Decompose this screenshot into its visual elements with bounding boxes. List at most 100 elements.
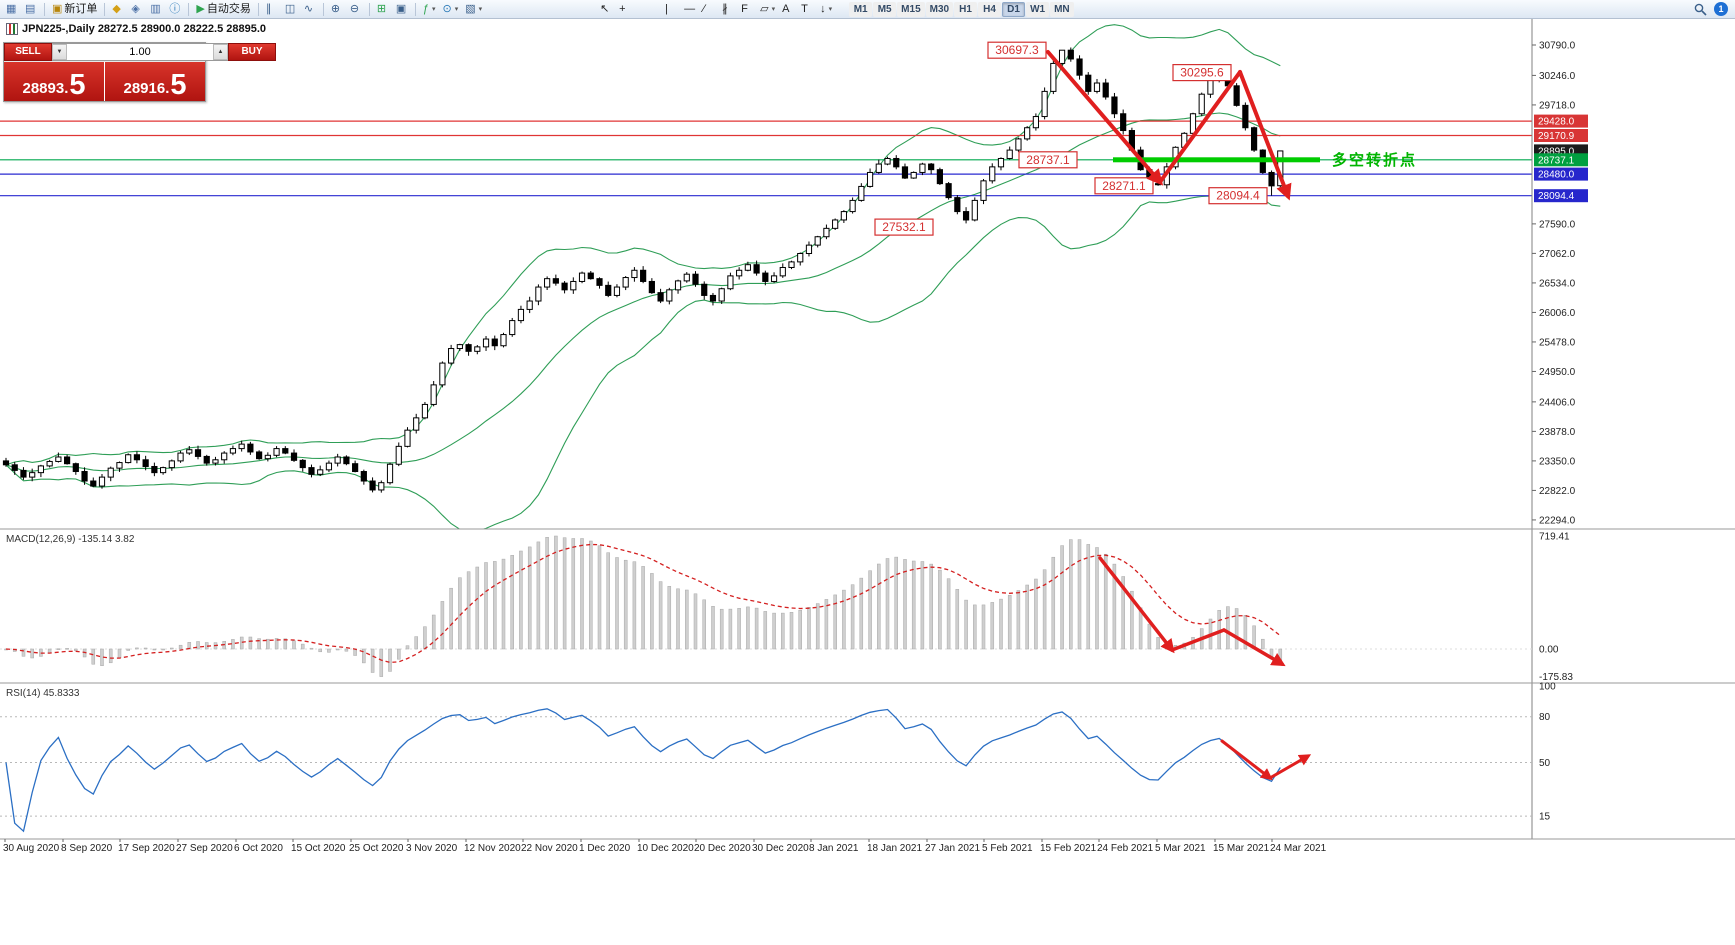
label-icon: T [801, 2, 808, 15]
templates-icon[interactable]: ▧ ▾ [462, 1, 485, 17]
trend-arrow[interactable] [1222, 628, 1286, 667]
text-icon[interactable]: A [779, 1, 797, 17]
buy-price-pip: 5 [170, 68, 187, 101]
notifications-badge[interactable]: 1 [1714, 2, 1728, 16]
date-tick-label: 15 Feb 2021 [1040, 843, 1097, 854]
volume-input[interactable] [67, 44, 213, 60]
templates-icon: ▧ [465, 2, 476, 15]
price-axis[interactable]: 30790.0 30246.0 29718.0 27590.0 27062.0 26534… [1531, 19, 1588, 839]
toolbar-separator [44, 2, 45, 16]
annotation-box[interactable] [1208, 187, 1268, 205]
timeframe-button-m5[interactable]: M5 [873, 1, 897, 17]
annotation-text: 28271.1 [1102, 179, 1146, 193]
price-tick-label: 30246.0 [1539, 71, 1576, 82]
trendline-icon[interactable]: ∕ [700, 1, 718, 17]
timeframe-button-h4[interactable]: H4 [978, 1, 1002, 17]
trend-arrow[interactable] [1158, 70, 1242, 184]
autotrading-button[interactable]: ▶ 自动交易 [193, 1, 253, 17]
annotation-box[interactable] [987, 41, 1047, 59]
cursor-icon[interactable]: ↖ [597, 1, 615, 17]
bull-bear-turning-line[interactable] [1113, 157, 1320, 163]
annotation-text: 27532.1 [882, 220, 926, 234]
fibonacci-icon[interactable]: F [738, 1, 756, 17]
toolbar-separator [257, 2, 259, 16]
timeframe-button-m1[interactable]: M1 [849, 1, 873, 17]
timeframe-button-mn[interactable]: MN [1050, 1, 1074, 17]
chart-title-text: JPN225-,Daily 28272.5 28900.0 28222.5 28… [22, 23, 267, 35]
rsi-panel: RSI(14) 45.8333 100 80 50 15 [0, 682, 1735, 823]
candles-layer [2, 47, 1284, 493]
time-axis[interactable]: 30 Aug 2020 8 Sep 2020 17 Sep 2020 27 Sep 2… [0, 838, 1735, 854]
sell-price[interactable]: 28893. 5 [4, 62, 104, 101]
label-icon[interactable]: T [798, 1, 816, 17]
annotation-box[interactable] [1018, 151, 1078, 169]
timeframe-button-h1[interactable]: H1 [954, 1, 978, 17]
price-tick-label: 27062.0 [1539, 249, 1576, 260]
date-tick-label: 8 Jan 2021 [809, 843, 859, 854]
timeframe-button-m15[interactable]: M15 [897, 1, 925, 17]
date-tick-label: 27 Jan 2021 [925, 843, 980, 854]
macd-tick-label: 0.00 [1539, 645, 1559, 656]
trend-arrow[interactable] [1238, 70, 1292, 201]
volume-decrease-button[interactable]: ▼ [52, 44, 67, 60]
price-tag-text: 28480.0 [1538, 170, 1575, 181]
price-tick-label: 22822.0 [1539, 486, 1576, 497]
arrows-tool-icon[interactable]: ↓ ▾ [817, 1, 835, 17]
annotation-box[interactable] [1172, 63, 1232, 82]
date-tick-label: 5 Mar 2021 [1155, 843, 1206, 854]
annotation-text: 28094.4 [1216, 189, 1260, 203]
periods-icon[interactable]: ⊙ ▾ [440, 1, 462, 17]
timeframe-button-m30[interactable]: M30 [925, 1, 954, 17]
buy-price[interactable]: 28916. 5 [105, 62, 205, 101]
trend-arrow[interactable] [1098, 556, 1175, 654]
new-order-button[interactable]: ▣ 新订单 [49, 1, 100, 17]
trend-arrow[interactable] [1220, 739, 1273, 781]
annotation-box[interactable] [874, 218, 934, 236]
date-tick-label: 17 Sep 2020 [118, 843, 175, 854]
price-tick-label: 23878.0 [1539, 427, 1576, 438]
rsi-tick-label: 80 [1539, 712, 1551, 723]
trend-arrow[interactable] [1268, 754, 1312, 780]
trend-arrow[interactable] [1046, 50, 1164, 186]
sell-button[interactable]: SELL [4, 43, 52, 61]
data-window-icon[interactable]: ◈ [128, 1, 146, 17]
trend-arrow[interactable] [1170, 628, 1226, 652]
new-chart-icon[interactable]: ▦ [3, 1, 21, 17]
vertical-line-icon[interactable]: | [662, 1, 680, 17]
info-icon[interactable]: ⓘ [166, 1, 184, 17]
date-tick-label: 1 Dec 2020 [579, 843, 631, 854]
candlestick-chart-icon[interactable]: ◫ [282, 1, 300, 17]
zoom-in-icon[interactable]: ⊕ [328, 1, 346, 17]
buy-button[interactable]: BUY [228, 43, 276, 61]
shapes-icon[interactable]: ▱ ▾ [757, 1, 778, 17]
turning-point-label[interactable]: 多空转折点 [1332, 151, 1417, 169]
highlight-line-group: 多空转折点 [1113, 151, 1417, 169]
cascade-windows-icon[interactable]: ▣ [393, 1, 411, 17]
bar-chart-icon[interactable]: ∥ [263, 1, 281, 17]
channel-icon[interactable]: ∦ [719, 1, 737, 17]
new-order-button-label: 新订单 [64, 2, 98, 15]
chart-canvas[interactable]: 多空转折点 30697.3 30295.6 28737.1 28271.1 28094.4… [0, 19, 1735, 945]
zoom-out-icon[interactable]: ⊖ [347, 1, 365, 17]
date-tick-label: 18 Jan 2021 [867, 843, 922, 854]
toolbar-separator [104, 2, 106, 16]
price-tag [1534, 114, 1588, 128]
indicators-icon[interactable]: ƒ ▾ [420, 1, 439, 17]
toolbar-separator [414, 2, 416, 16]
timeframe-button-d1[interactable]: D1 [1002, 1, 1026, 17]
chevron-down-icon: ▾ [454, 5, 459, 13]
line-chart-icon[interactable]: ∿ [301, 1, 319, 17]
annotation-box[interactable] [1094, 177, 1154, 195]
chevron-down-icon: ▾ [478, 5, 483, 13]
search-icon[interactable] [1691, 1, 1710, 17]
market-watch-icon[interactable]: ◆ [109, 1, 127, 17]
price-tick-label: 24950.0 [1539, 367, 1576, 378]
volume-increase-button[interactable]: ▲ [213, 44, 228, 60]
terminal-icon[interactable]: ▥ [147, 1, 165, 17]
timeframe-button-w1[interactable]: W1 [1026, 1, 1050, 17]
horizontal-line-icon[interactable]: — [681, 1, 699, 17]
crosshair-icon[interactable]: + [616, 1, 634, 17]
profiles-icon[interactable]: ▤ [22, 1, 40, 17]
tile-windows-icon[interactable]: ⊞ [374, 1, 392, 17]
macd-signal-line [5, 543, 1281, 664]
